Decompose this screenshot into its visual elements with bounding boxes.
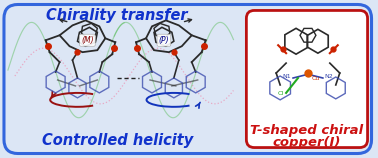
Text: N1: N1 — [282, 74, 291, 79]
Text: Controlled helicity: Controlled helicity — [42, 133, 193, 148]
Text: T-shaped chiral: T-shaped chiral — [250, 124, 364, 137]
Text: N2: N2 — [325, 74, 334, 79]
Text: (P): (P) — [159, 36, 169, 45]
FancyBboxPatch shape — [246, 10, 367, 148]
Text: Cu: Cu — [312, 76, 320, 81]
Text: Chirality transfer: Chirality transfer — [46, 9, 188, 24]
Text: (M): (M) — [81, 36, 94, 45]
FancyBboxPatch shape — [4, 4, 372, 154]
Text: Cl: Cl — [278, 91, 284, 96]
Text: copper(I): copper(I) — [273, 136, 341, 149]
